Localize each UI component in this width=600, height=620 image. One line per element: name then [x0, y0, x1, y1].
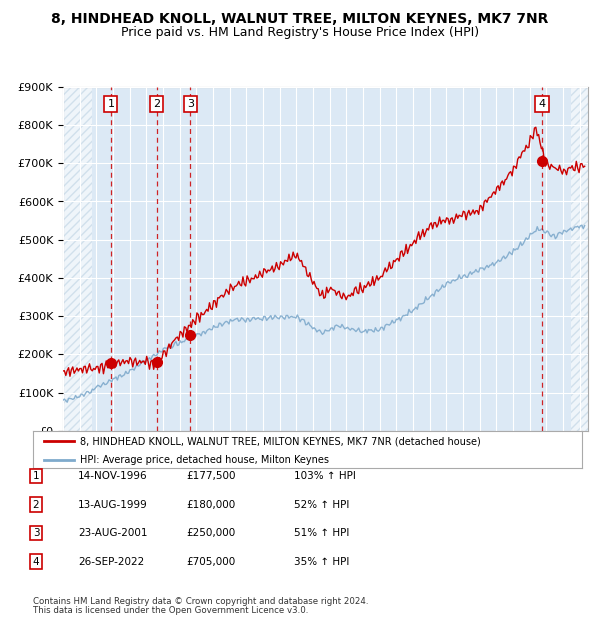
Text: 3: 3 [32, 528, 40, 538]
Text: 23-AUG-2001: 23-AUG-2001 [78, 528, 148, 538]
Text: £250,000: £250,000 [186, 528, 235, 538]
Text: Price paid vs. HM Land Registry's House Price Index (HPI): Price paid vs. HM Land Registry's House … [121, 26, 479, 39]
Text: 52% ↑ HPI: 52% ↑ HPI [294, 500, 349, 510]
Text: 51% ↑ HPI: 51% ↑ HPI [294, 528, 349, 538]
Text: Contains HM Land Registry data © Crown copyright and database right 2024.: Contains HM Land Registry data © Crown c… [33, 596, 368, 606]
Text: 13-AUG-1999: 13-AUG-1999 [78, 500, 148, 510]
Text: 3: 3 [187, 99, 194, 109]
Text: This data is licensed under the Open Government Licence v3.0.: This data is licensed under the Open Gov… [33, 606, 308, 615]
Text: 8, HINDHEAD KNOLL, WALNUT TREE, MILTON KEYNES, MK7 7NR: 8, HINDHEAD KNOLL, WALNUT TREE, MILTON K… [52, 12, 548, 27]
Text: HPI: Average price, detached house, Milton Keynes: HPI: Average price, detached house, Milt… [80, 455, 329, 465]
Text: 1: 1 [107, 99, 115, 109]
Text: 26-SEP-2022: 26-SEP-2022 [78, 557, 144, 567]
Text: 2: 2 [153, 99, 160, 109]
Text: 103% ↑ HPI: 103% ↑ HPI [294, 471, 356, 481]
Text: 14-NOV-1996: 14-NOV-1996 [78, 471, 148, 481]
Text: £180,000: £180,000 [186, 500, 235, 510]
Text: 1: 1 [32, 471, 40, 481]
Text: 4: 4 [538, 99, 545, 109]
Text: 8, HINDHEAD KNOLL, WALNUT TREE, MILTON KEYNES, MK7 7NR (detached house): 8, HINDHEAD KNOLL, WALNUT TREE, MILTON K… [80, 436, 481, 446]
Text: 4: 4 [32, 557, 40, 567]
Text: 35% ↑ HPI: 35% ↑ HPI [294, 557, 349, 567]
Text: 2: 2 [32, 500, 40, 510]
Text: £177,500: £177,500 [186, 471, 235, 481]
Text: £705,000: £705,000 [186, 557, 235, 567]
